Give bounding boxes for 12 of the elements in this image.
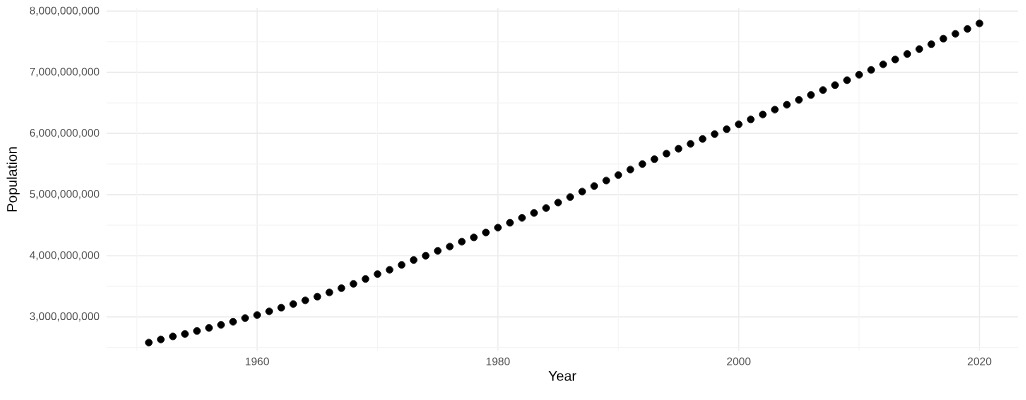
x-axis-title: Year (548, 370, 577, 381)
y-tick-label: 4,000,000,000 (29, 250, 100, 261)
y-tick-label: 5,000,000,000 (29, 189, 100, 199)
x-tick-label: 1980 (486, 357, 510, 366)
x-tick-label: 2000 (727, 357, 751, 366)
y-tick-label: 6,000,000,000 (29, 128, 100, 138)
y-tick-label: 3,000,000,000 (29, 312, 100, 322)
x-tick-label: 1960 (245, 357, 269, 366)
y-axis-title: Population (6, 147, 20, 211)
y-tick-label: 8,000,000,000 (29, 6, 100, 16)
y-tick-label: 7,000,000,000 (29, 67, 100, 77)
x-tick-label: 2020 (967, 357, 992, 366)
